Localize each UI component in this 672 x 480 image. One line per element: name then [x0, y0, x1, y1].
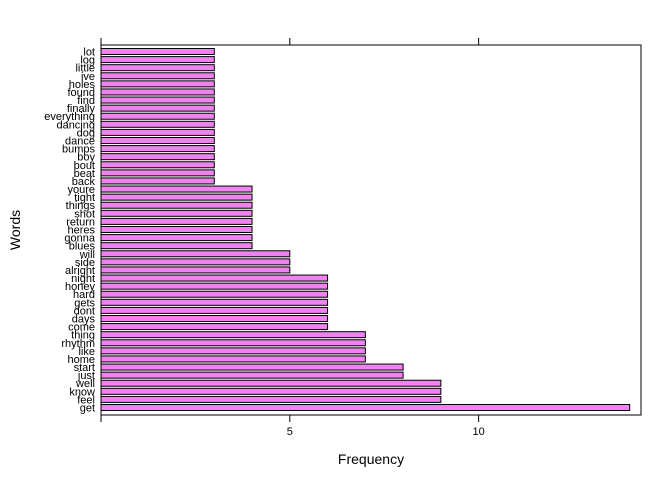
bar-found: [100, 88, 215, 96]
bar-things: [100, 201, 253, 209]
y-tick-label-youre: youre: [67, 184, 95, 196]
bar-night: [100, 274, 329, 282]
bar-side: [100, 258, 291, 266]
y-tick-label-gonna: gonna: [64, 233, 95, 245]
y-tick-label-dog: dog: [77, 127, 95, 139]
y-tick-label-side: side: [75, 257, 95, 269]
y-tick-label-dance: dance: [65, 136, 95, 148]
y-tick-label-well: well: [75, 378, 95, 390]
y-tick-label-tight: tight: [74, 192, 95, 204]
y-tick-label-feel: feel: [77, 394, 95, 406]
bar-get: [100, 404, 631, 411]
bar-dog: [100, 128, 215, 136]
bar-thing: [100, 331, 366, 339]
bar-days: [100, 315, 329, 322]
bar-gonna: [100, 234, 253, 242]
y-tick-labels: getfeelknowwelljuststarthomelikerhythmth…: [44, 47, 96, 415]
bar-well: [100, 379, 442, 387]
y-tick-label-night: night: [71, 273, 95, 285]
bar-like: [100, 347, 366, 355]
y-tick-label-like: like: [78, 346, 95, 358]
y-tick-label-just: just: [77, 370, 95, 382]
y-tick-label-beat: beat: [74, 168, 95, 180]
y-tick-label-log: log: [80, 55, 95, 67]
bar-alright: [100, 266, 291, 274]
bar-bout: [100, 161, 215, 169]
y-tick-label-finally: finally: [67, 103, 96, 115]
bar-beat: [100, 169, 215, 177]
x-axis-title: Frequency: [338, 451, 404, 467]
bar-dance: [100, 137, 215, 144]
bar-gets: [100, 298, 329, 306]
y-tick-label-gets: gets: [74, 297, 95, 309]
y-tick-label-blues: blues: [69, 241, 96, 253]
bar-tight: [100, 193, 253, 201]
y-tick-label-boy: boy: [77, 152, 95, 164]
bar-blues: [100, 242, 253, 250]
bar-hard: [100, 290, 329, 298]
y-tick-label-find: find: [77, 95, 95, 107]
y-tick-label-thing: thing: [71, 330, 95, 342]
y-axis-title: Words: [7, 210, 23, 250]
x-ticks: 5 10: [100, 38, 485, 438]
y-tick-label-rhythm: rhythm: [61, 338, 95, 350]
bar-rhythm: [100, 339, 366, 347]
bar-heres: [100, 226, 253, 233]
bar-come: [100, 323, 329, 331]
y-tick-label-little: little: [75, 63, 95, 75]
bar-lot: [100, 48, 215, 55]
bar-dont: [100, 306, 329, 314]
y-tick-label-holes: holes: [69, 79, 96, 91]
bars-group: [100, 48, 631, 411]
y-tick-label-days: days: [72, 314, 96, 326]
y-tick-label-everything: everything: [44, 111, 95, 123]
y-tick-label-dancing: dancing: [56, 119, 95, 131]
y-tick-label-hard: hard: [73, 289, 95, 301]
bar-feel: [100, 395, 442, 403]
bar-ive: [100, 72, 215, 80]
bar-return: [100, 217, 253, 225]
y-tick-label-dont: dont: [74, 305, 95, 317]
y-tick-label-shot: shot: [74, 208, 95, 220]
bar-little: [100, 64, 215, 72]
y-tick-label-alright: alright: [65, 265, 95, 277]
bar-log: [100, 56, 215, 64]
x-tick-label-5: 5: [287, 426, 293, 438]
bar-find: [100, 96, 215, 104]
y-tick-label-lot: lot: [83, 47, 95, 59]
bar-know: [100, 387, 442, 395]
bar-just: [100, 371, 404, 379]
bar-boy: [100, 153, 215, 161]
y-tick-label-honey: honey: [65, 281, 95, 293]
bar-back: [100, 177, 215, 185]
y-tick-label-know: know: [69, 386, 95, 398]
y-tick-label-get: get: [80, 403, 95, 415]
x-tick-label-10: 10: [472, 426, 484, 438]
bar-bumps: [100, 145, 215, 153]
bar-everything: [100, 112, 215, 120]
bar-home: [100, 355, 366, 363]
y-tick-label-things: things: [66, 200, 96, 212]
y-tick-label-will: will: [79, 249, 95, 261]
bar-start: [100, 363, 404, 371]
bar-youre: [100, 185, 253, 193]
y-tick-label-back: back: [72, 176, 96, 188]
y-tick-label-home: home: [67, 354, 95, 366]
y-tick-label-bumps: bumps: [62, 144, 96, 156]
bar-dancing: [100, 120, 215, 128]
y-tick-label-ive: ive: [81, 71, 95, 83]
y-tick-label-come: come: [68, 322, 95, 334]
y-tick-label-start: start: [74, 362, 95, 374]
bar-shot: [100, 209, 253, 217]
bar-finally: [100, 104, 215, 112]
y-tick-label-found: found: [67, 87, 95, 99]
y-tick-label-bout: bout: [74, 160, 95, 172]
bar-will: [100, 250, 291, 258]
y-tick-label-heres: heres: [67, 225, 95, 237]
y-tick-label-return: return: [66, 216, 95, 228]
bar-holes: [100, 80, 215, 88]
bar-honey: [100, 282, 329, 290]
